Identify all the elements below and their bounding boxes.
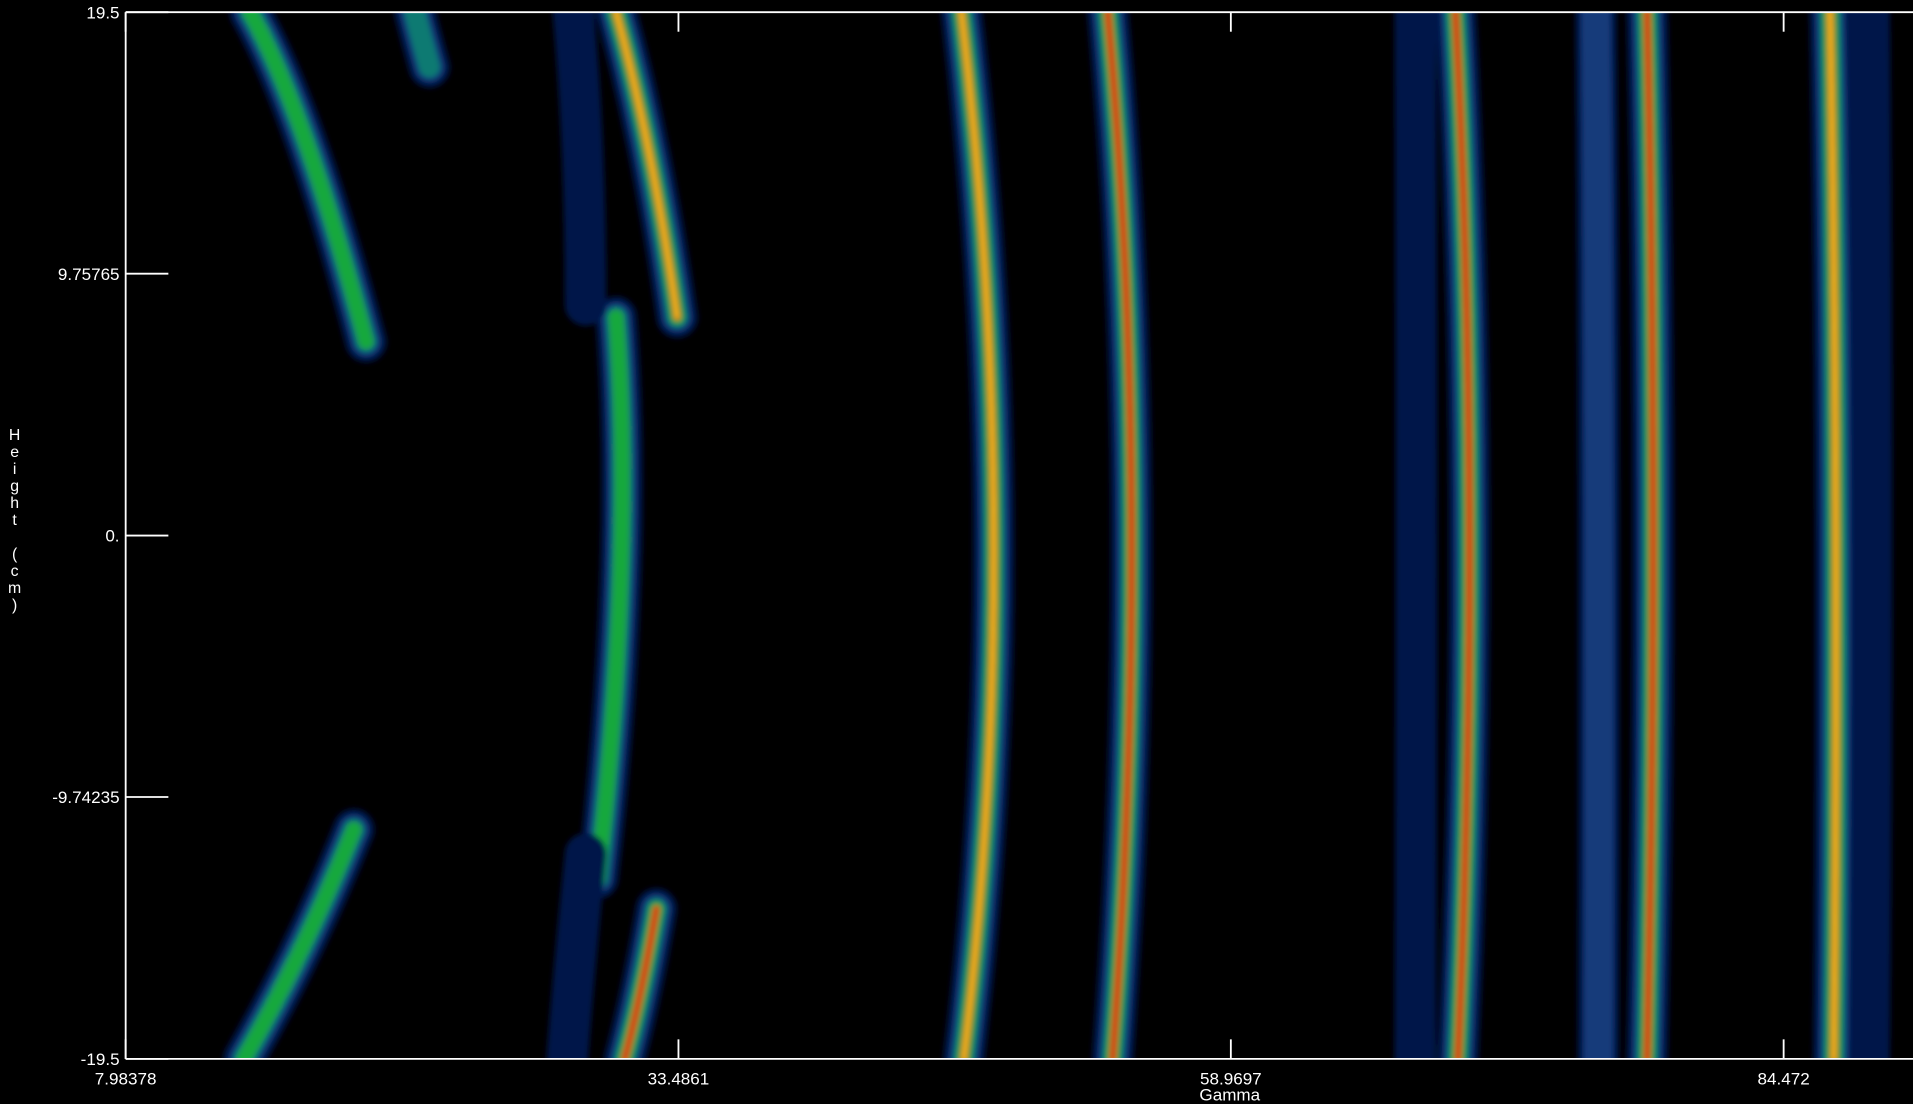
intensity-band <box>1830 12 1836 1059</box>
x-tick-label: 33.4861 <box>648 1069 710 1088</box>
intensity-band <box>1647 12 1653 1059</box>
x-tick-label: 58.9697 <box>1200 1069 1262 1088</box>
band-layer <box>415 12 430 67</box>
x-tick-label: 7.98378 <box>95 1069 157 1088</box>
y-tick-label: 9.75765 <box>58 265 120 284</box>
intensity-band <box>415 12 430 67</box>
intensity-band <box>598 317 622 878</box>
band-layer <box>1596 12 1599 1059</box>
band-layer <box>567 854 585 1059</box>
intensity-band <box>1108 12 1132 1059</box>
intensity-band <box>1415 12 1416 1059</box>
intensity-band <box>1869 12 1871 1059</box>
chart: Gamma Height (cm) 7.9837833.486158.96978… <box>0 0 1913 1104</box>
x-tick-label: 84.472 <box>1758 1069 1810 1088</box>
intensity-band <box>1455 12 1469 1059</box>
y-tick-label: 0. <box>105 527 119 546</box>
intensity-band <box>567 854 585 1059</box>
page: {"chart_data": {"type": "heatmap", "x_la… <box>0 0 1913 1104</box>
intensity-band <box>573 12 585 305</box>
y-tick-label: -19.5 <box>81 1050 120 1069</box>
y-axis-label: Height (cm) <box>6 427 23 614</box>
band-layer <box>573 12 585 305</box>
intensity-band <box>1596 12 1599 1059</box>
y-tick-label: -9.74235 <box>52 788 119 807</box>
y-tick-label: 19.5 <box>86 3 119 22</box>
band-layer <box>1415 12 1416 1059</box>
band-layer <box>1869 12 1871 1059</box>
